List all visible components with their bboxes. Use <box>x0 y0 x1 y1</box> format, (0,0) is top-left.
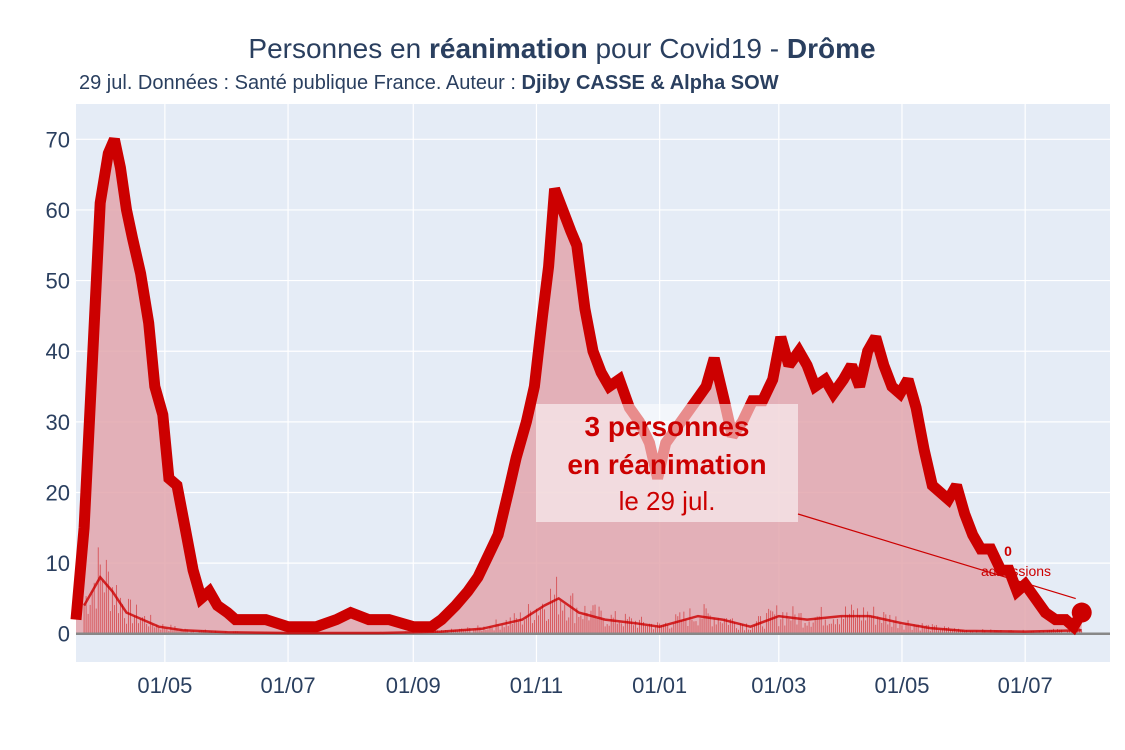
admissions-label: admissions <box>981 563 1051 579</box>
annotation-box: 3 personnes en réanimation le 29 jul. <box>536 404 1076 600</box>
y-tick-label: 50 <box>46 269 70 294</box>
title-middle: pour Covid19 - <box>588 33 787 64</box>
x-tick-label: 01/05 <box>137 673 192 698</box>
x-tick-label: 01/11 <box>510 673 563 698</box>
y-tick-label: 30 <box>46 410 70 435</box>
chart-title: Personnes en réanimation pour Covid19 - … <box>248 33 875 64</box>
x-axis: 01/05 01/07 01/09 01/11 01/01 01/03 01/05 01/07 <box>137 673 1052 698</box>
admissions-value: 0 <box>1004 543 1012 559</box>
annotation-line-3: le 29 jul. <box>619 486 716 516</box>
y-tick-label: 0 <box>58 622 70 647</box>
x-tick-label: 01/07 <box>261 673 316 698</box>
x-tick-label: 01/01 <box>632 673 687 698</box>
y-axis: 0 10 20 30 40 50 60 70 <box>46 127 70 646</box>
admissions-annotation: 0 admissions <box>981 543 1051 599</box>
y-tick-label: 20 <box>46 480 70 505</box>
x-tick-label: 01/09 <box>386 673 441 698</box>
annotation-background <box>536 404 798 522</box>
x-tick-label: 01/07 <box>998 673 1053 698</box>
last-point-marker <box>1071 602 1092 623</box>
x-tick-label: 01/03 <box>751 673 806 698</box>
chart-subtitle: 29 jul. Données : Santé publique France.… <box>79 72 779 94</box>
admissions-arrow <box>1011 579 1041 599</box>
series-layer <box>70 137 1110 636</box>
x-tick-label: 01/05 <box>874 673 929 698</box>
admissions-line <box>83 575 1082 635</box>
y-tick-label: 40 <box>46 339 70 364</box>
annotation-line-1: 3 personnes <box>585 411 750 442</box>
y-tick-label: 60 <box>46 198 70 223</box>
reanimation-line <box>70 137 1087 636</box>
reanimation-area <box>76 139 1082 634</box>
title-prefix: Personnes en <box>248 33 429 64</box>
subtitle-text: 29 jul. Données : Santé publique France.… <box>79 72 522 94</box>
annotation-arrow <box>797 513 1076 600</box>
y-tick-label: 70 <box>46 127 70 152</box>
title-region: Drôme <box>787 33 876 64</box>
y-tick-label: 10 <box>46 551 70 576</box>
subtitle-authors: Djiby CASSE & Alpha SOW <box>522 72 779 94</box>
title-bold: réanimation <box>429 33 588 64</box>
annotation-line-2: en réanimation <box>567 449 766 480</box>
